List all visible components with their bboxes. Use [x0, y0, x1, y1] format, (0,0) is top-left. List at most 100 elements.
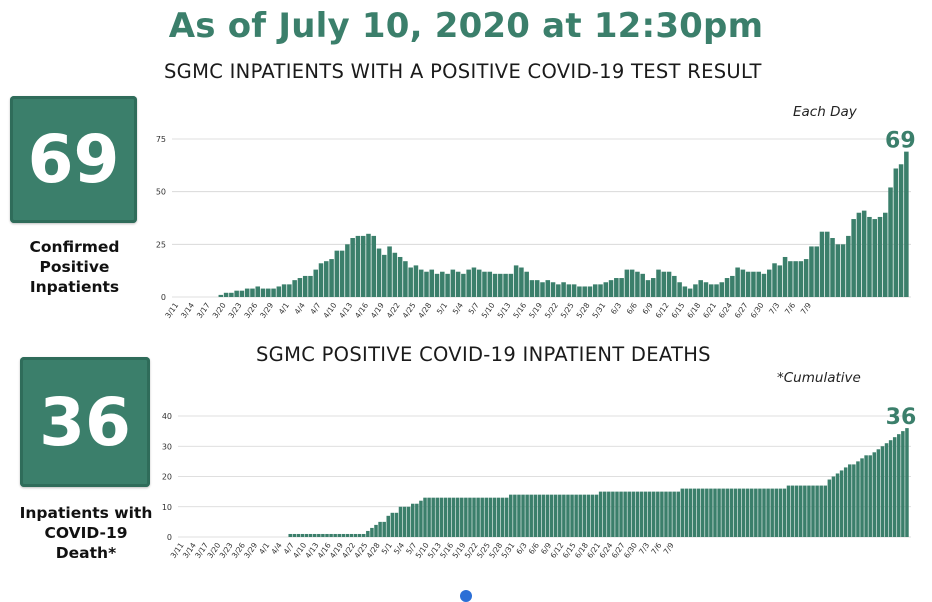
bar [651, 491, 656, 537]
bar [815, 485, 819, 537]
x-tick-label: 4/25 [401, 301, 418, 320]
bar [255, 286, 261, 297]
bar [740, 269, 746, 297]
bar [504, 497, 509, 537]
bar [382, 254, 387, 297]
bar [288, 533, 292, 537]
bar [492, 273, 498, 297]
bar [392, 252, 398, 297]
bar [566, 284, 572, 297]
bar [851, 219, 856, 297]
x-tick-label: 6/6 [625, 301, 639, 316]
stat-label-deaths: Inpatients with COVID-19 Death* [8, 503, 164, 563]
stat-label-line: Confirmed [29, 238, 120, 256]
bar [814, 246, 819, 297]
bar [229, 292, 234, 297]
bar [714, 284, 719, 297]
bar [376, 248, 382, 297]
bar [403, 261, 408, 297]
bar [533, 494, 538, 537]
bar [355, 235, 361, 297]
carousel-dot-icon[interactable] [460, 590, 472, 602]
bar [770, 488, 774, 537]
bar [587, 286, 593, 297]
stat-label-line: Positive [39, 258, 110, 276]
bar [839, 470, 844, 537]
bar [260, 288, 266, 297]
bar [656, 269, 661, 297]
bar [901, 431, 905, 537]
x-tick-label: 4/22 [385, 301, 402, 320]
bar [361, 533, 366, 537]
bar [578, 494, 582, 537]
bar [318, 263, 324, 297]
bar [397, 256, 403, 297]
bar [758, 488, 762, 537]
stat-box-inpatients: 69 [10, 96, 137, 223]
bar [334, 250, 340, 297]
bar [537, 494, 542, 537]
bar [276, 286, 282, 297]
bar [329, 533, 333, 537]
bar [602, 491, 607, 537]
bar [339, 250, 345, 297]
bar [615, 491, 619, 537]
bar [521, 494, 525, 537]
bar [607, 491, 611, 537]
y-tick-label: 40 [162, 412, 172, 421]
bar [888, 440, 893, 537]
bar [594, 494, 599, 537]
bar [297, 278, 303, 297]
bar [524, 271, 529, 297]
bar [700, 488, 705, 537]
bar [741, 488, 746, 537]
bar [496, 497, 501, 537]
bar [650, 278, 656, 297]
y-tick-label: 0 [167, 533, 172, 542]
bar [250, 288, 255, 297]
bar [884, 443, 889, 537]
bar [811, 485, 815, 537]
x-tick-label: 5/13 [495, 301, 512, 320]
bar [698, 280, 703, 297]
bar [582, 494, 587, 537]
chart-2-plot: 0102030403/113/143/173/203/233/263/294/1… [162, 405, 916, 560]
bar [540, 282, 545, 297]
bar [619, 491, 623, 537]
bar [366, 530, 370, 537]
bar [353, 533, 358, 537]
bar [590, 494, 595, 537]
bar [892, 437, 897, 537]
x-tick-label: 3/26 [242, 301, 259, 320]
bar [623, 491, 627, 537]
bar [660, 491, 664, 537]
bar [300, 533, 305, 537]
bar [721, 488, 725, 537]
bar [774, 488, 779, 537]
bar [877, 216, 883, 297]
bar [517, 494, 521, 537]
x-tick-label: 3/23 [227, 301, 244, 320]
bar [725, 488, 730, 537]
bar [790, 485, 795, 537]
bar [819, 485, 823, 537]
x-tick-label: 7/6 [783, 301, 797, 316]
stat-label-line: Inpatients [29, 278, 120, 296]
bar [374, 524, 378, 537]
bar [360, 235, 366, 297]
bar [408, 267, 413, 297]
x-tick-label: 6/18 [685, 301, 702, 320]
bar [556, 284, 561, 297]
x-tick-label: 6/30 [749, 301, 766, 320]
bar [794, 485, 799, 537]
bar [312, 533, 317, 537]
bar [411, 503, 415, 537]
bar [717, 488, 721, 537]
bar [415, 503, 419, 537]
stat-value-deaths: 36 [39, 383, 131, 461]
bar [629, 269, 635, 297]
bar [534, 280, 540, 297]
x-tick-label: 4/1 [257, 541, 271, 556]
bar [394, 512, 399, 537]
